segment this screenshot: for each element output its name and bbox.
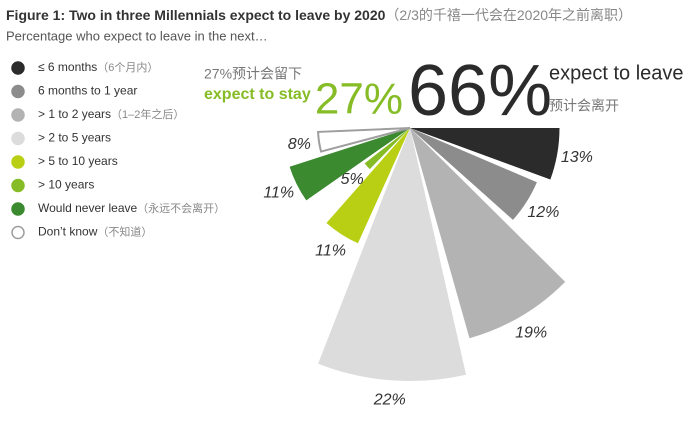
value-label: 19% xyxy=(515,325,547,342)
chart-title-cn: （2/3的千禧一代会在2020年之前离职） xyxy=(385,7,632,23)
sector xyxy=(410,128,566,339)
legend-marker xyxy=(11,225,25,240)
legend-entry: ≤ 6 months（6个月内） xyxy=(38,60,158,74)
legend-label-cn: （1–2年之后） xyxy=(111,107,184,121)
legend-entry: > 2 to 5 years xyxy=(38,131,111,145)
legend-entry: 6 months to 1 year xyxy=(38,84,137,98)
sector xyxy=(410,128,560,180)
leave-text-cn: 预计会离开 xyxy=(549,98,619,114)
sector xyxy=(289,128,410,201)
chart-title: Figure 1: Two in three Millennials expec… xyxy=(6,7,386,23)
legend-marker xyxy=(11,202,25,216)
legend-marker xyxy=(11,108,25,122)
sector xyxy=(364,128,410,170)
legend-entry: > 1 to 2 years（1–2年之后） xyxy=(38,107,184,121)
legend-label: > 1 to 2 years xyxy=(38,107,111,121)
value-label: 13% xyxy=(561,149,593,166)
legend-label: ≤ 6 months xyxy=(38,60,97,74)
legend-entry: > 10 years xyxy=(38,178,94,192)
legend-label: > 5 to 10 years xyxy=(38,154,118,168)
legend-entry: Don’t know（不知道） xyxy=(38,224,152,238)
legend-label: > 2 to 5 years xyxy=(38,131,111,145)
legend-marker xyxy=(11,61,25,75)
legend-marker xyxy=(11,84,25,99)
sector xyxy=(318,128,467,382)
stay-total: 27% xyxy=(315,75,403,124)
chart-title-line: Figure 1: Two in three Millennials expec… xyxy=(6,7,632,23)
value-label: 12% xyxy=(527,204,559,221)
legend-label-cn: （永远不会离开） xyxy=(137,201,225,215)
legend-label: > 10 years xyxy=(38,178,94,192)
leave-text: expect to leave xyxy=(549,62,684,84)
legend-label-cn: （6个月内） xyxy=(97,60,158,74)
sector xyxy=(410,128,537,220)
value-label: 11% xyxy=(315,242,346,259)
value-label: 8% xyxy=(288,136,311,153)
legend-marker xyxy=(11,178,25,193)
legend-label: 6 months to 1 year xyxy=(38,84,137,98)
legend-entry: Would never leave（永远不会离开） xyxy=(38,201,225,215)
legend-label-cn: （不知道） xyxy=(97,224,152,238)
value-label: 11% xyxy=(263,184,294,201)
sector xyxy=(326,128,410,244)
value-label: 5% xyxy=(341,171,364,188)
legend-marker xyxy=(11,131,25,146)
legend-label: Don’t know xyxy=(38,225,98,239)
sector xyxy=(317,127,411,153)
chart-subtitle: Percentage who expect to leave in the ne… xyxy=(6,28,268,43)
value-label: 22% xyxy=(373,391,406,408)
stay-text-cn: 27%预计会留下 xyxy=(204,66,302,82)
stay-text: expect to stay xyxy=(204,86,311,103)
legend-entry: > 5 to 10 years xyxy=(38,154,118,168)
legend-label: Would never leave xyxy=(38,201,137,215)
legend-marker xyxy=(11,155,25,169)
leave-total: 66% xyxy=(408,51,552,131)
